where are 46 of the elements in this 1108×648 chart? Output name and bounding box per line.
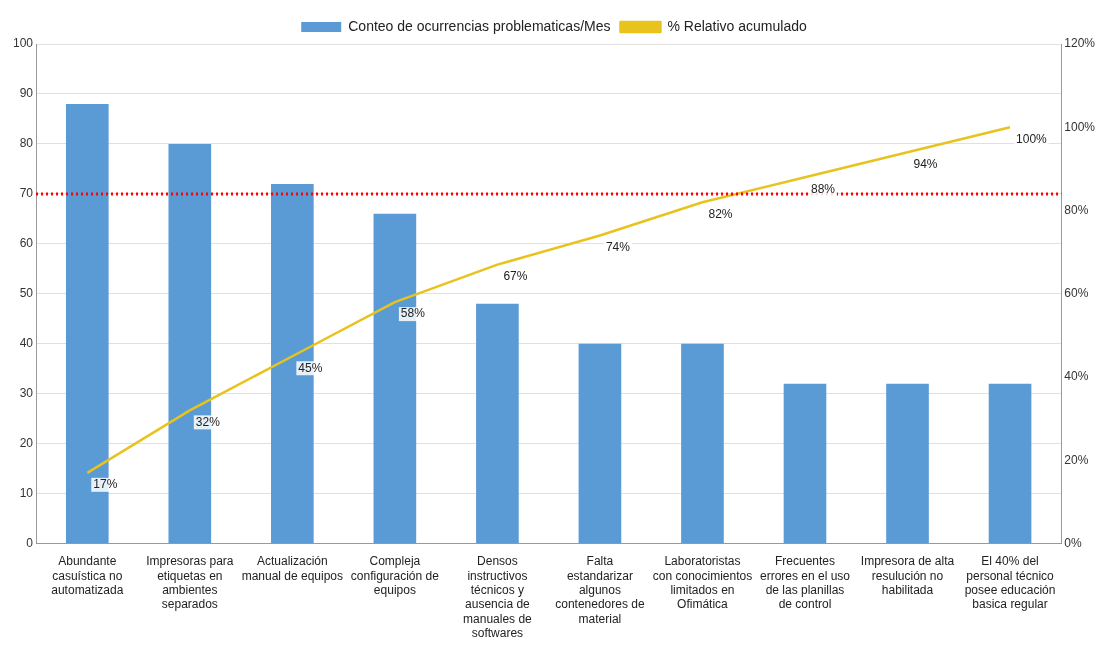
data-label: 100% <box>1016 131 1048 146</box>
data-label: 67% <box>503 268 528 283</box>
y2-tick-label: 40% <box>1064 369 1089 384</box>
bar <box>578 343 622 544</box>
x-tick-label: Densos instructivos técnicos y ausencia de manuales de softwares <box>463 554 533 641</box>
y2-tick-label: 20% <box>1064 452 1089 467</box>
y-tick-label: 40 <box>19 336 34 351</box>
y-tick-label: 10 <box>19 485 34 500</box>
y-tick-label: 90 <box>19 86 34 101</box>
x-tick-label: Abundante casuística no automatizada <box>51 554 124 597</box>
x-tick-label: Impresora de alta resulución no habilitada <box>860 554 955 597</box>
y2-tick-label: 60% <box>1064 286 1089 301</box>
y2-tick-label: 0% <box>1064 535 1082 550</box>
y-tick-label: 20 <box>19 435 34 450</box>
data-label: 32% <box>195 414 221 429</box>
y-tick-label: 50 <box>19 286 34 301</box>
data-label: 88% <box>810 181 836 196</box>
y-tick-label: 60 <box>19 236 34 251</box>
x-tick-label: Falta estandarizar algunos contenedores de material <box>555 554 645 626</box>
y-tick-label: 0 <box>26 535 34 550</box>
x-tick-label: Frecuentes errores en el uso de las planillas de control <box>759 554 851 612</box>
y2-tick-label: 120% <box>1064 36 1096 51</box>
y2-tick-label: 100% <box>1064 119 1096 134</box>
y-tick-label: 30 <box>19 386 34 401</box>
y-tick-label: 100 <box>12 36 34 51</box>
x-tick-label: Laboratoristas con conocimientos limitados en Ofimática <box>652 554 753 612</box>
x-tick-label: Impresoras para etiquetas en ambientes separados <box>146 554 234 612</box>
data-label: 74% <box>605 239 631 254</box>
bar <box>988 383 1032 544</box>
y-tick-label: 80 <box>19 136 34 151</box>
legend-label: Conteo de ocurrencias problematicas/Mes <box>348 17 611 34</box>
bar <box>681 343 724 544</box>
bar <box>783 383 827 544</box>
bar <box>886 383 929 544</box>
data-label: 82% <box>708 206 733 221</box>
x-tick-label: El 40% del personal técnico posee educación basica regular <box>964 554 1056 612</box>
y-tick-label: 70 <box>19 186 34 201</box>
data-label: 45% <box>298 360 323 375</box>
x-tick-label: Actualización manual de equipos <box>241 554 344 583</box>
x-tick-label: Compleja configuración de equipos <box>350 554 440 597</box>
bar <box>476 303 519 544</box>
data-label: 17% <box>93 477 118 492</box>
legend-label: % Relativo acumulado <box>667 17 807 34</box>
data-label: 58% <box>400 306 426 321</box>
data-label: 94% <box>913 156 938 171</box>
y2-tick-label: 80% <box>1064 202 1089 217</box>
